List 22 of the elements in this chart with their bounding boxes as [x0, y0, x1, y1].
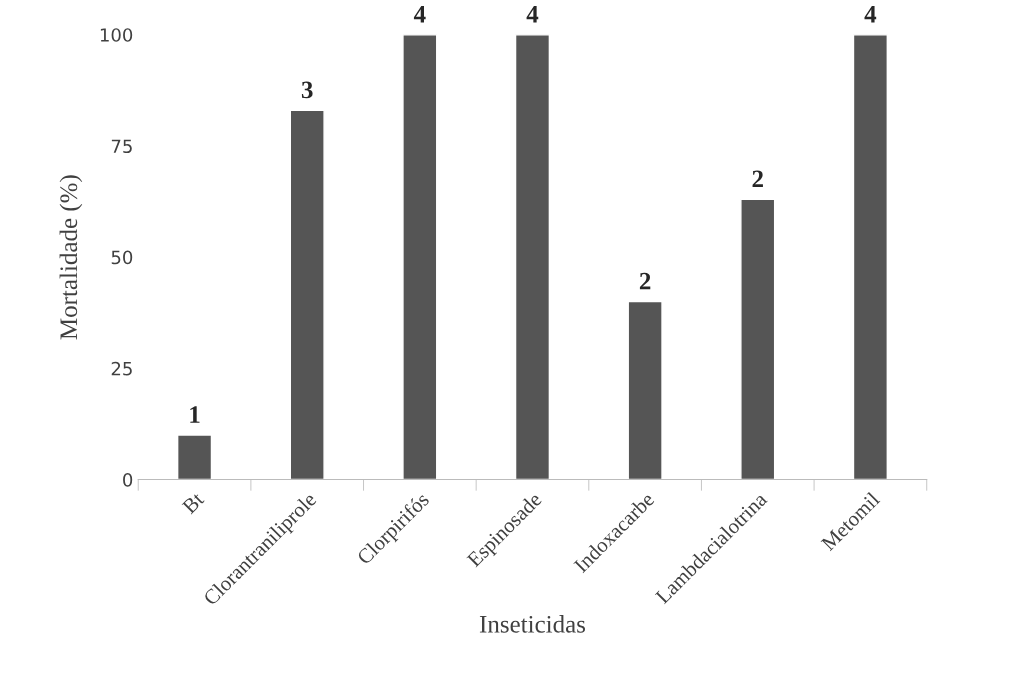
y-tick-label: 25 [111, 361, 132, 376]
x-axis-title: Inseticidas [479, 615, 586, 633]
annotation: 4 [413, 6, 426, 23]
annotation: 4 [526, 6, 539, 23]
y-tick-label: 0 [123, 473, 133, 487]
annotation: 2 [752, 170, 763, 188]
bar [176, 434, 213, 480]
bar [740, 198, 776, 480]
y-tick-label: 100 [100, 28, 133, 42]
bar [627, 300, 663, 480]
bar [402, 34, 438, 480]
x-tick-label: Bt [181, 491, 205, 515]
bar [514, 34, 551, 480]
bar [289, 109, 325, 480]
annotation: 3 [301, 81, 313, 99]
annotation: 2 [639, 272, 651, 290]
y-tick-label: 75 [111, 139, 132, 154]
annotation: 1 [190, 406, 200, 423]
y-tick-label: 50 [111, 250, 133, 265]
bar [852, 34, 888, 480]
annotation: 4 [864, 6, 877, 23]
y-axis-title: Mortalidade (%) [59, 175, 83, 340]
